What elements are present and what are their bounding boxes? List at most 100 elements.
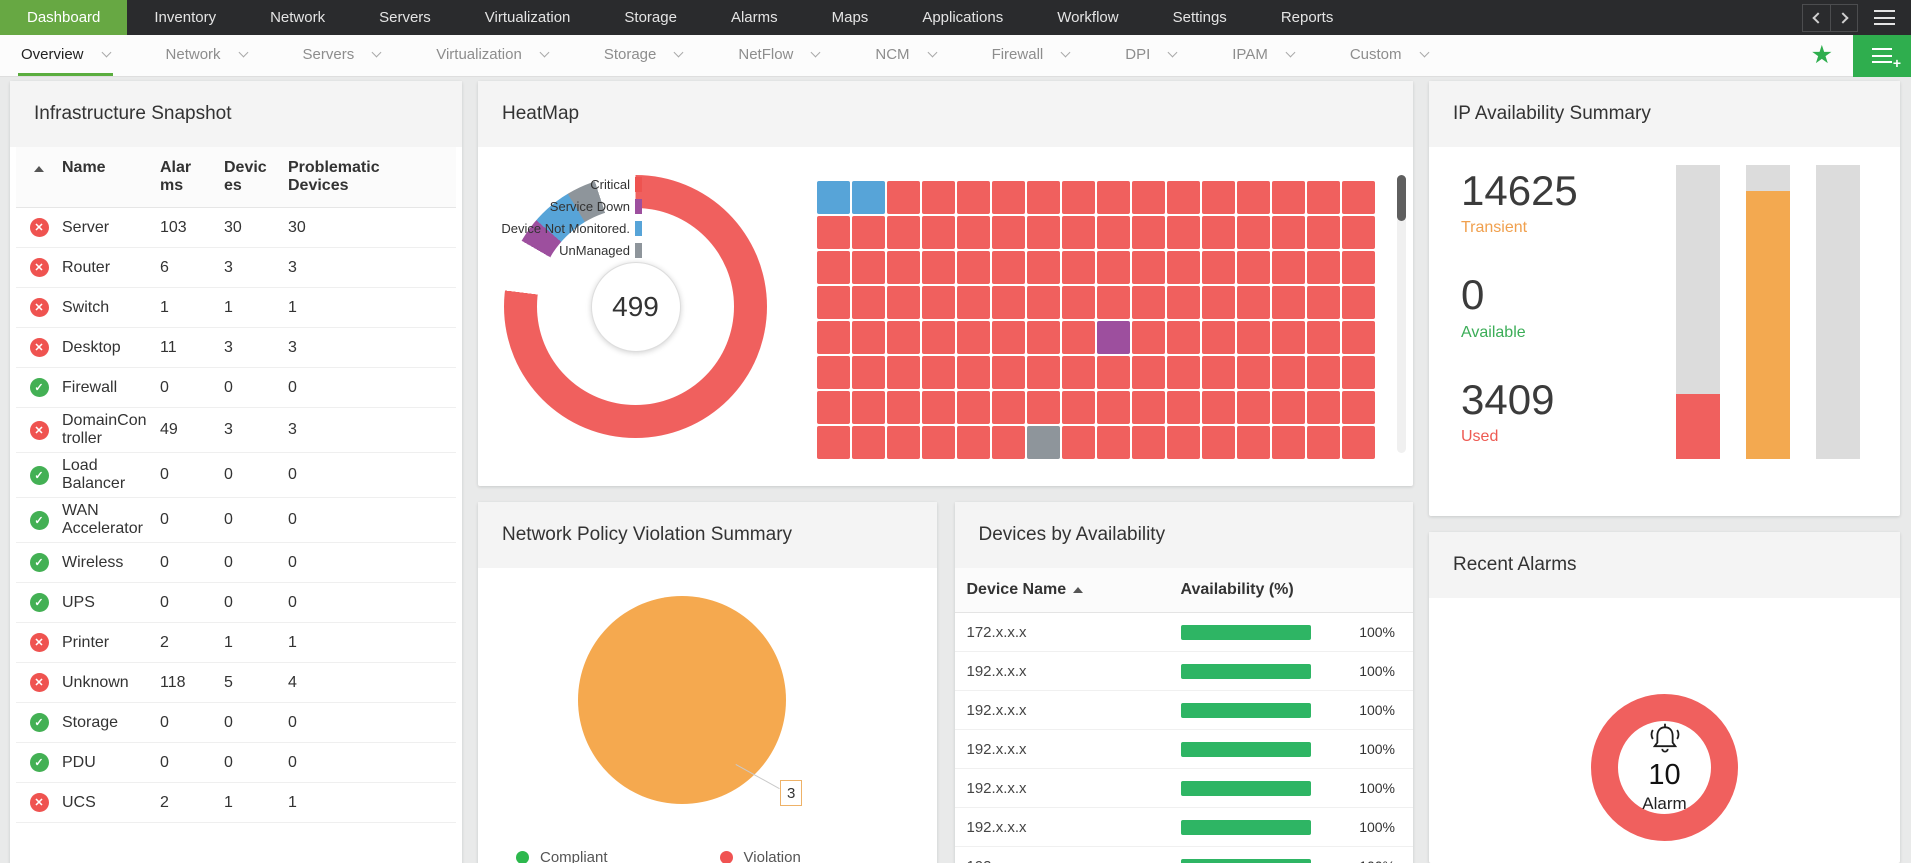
problematic-devices-count[interactable]: 0 xyxy=(288,378,297,396)
problematic-devices-count[interactable]: 0 xyxy=(288,593,297,611)
table-row[interactable]: ✓ UPS 0 0 0 xyxy=(16,583,456,623)
problematic-devices-count[interactable]: 3 xyxy=(288,338,297,356)
nav-item-inventory[interactable]: Inventory xyxy=(154,9,217,26)
alarms-count[interactable]: 118 xyxy=(160,673,186,691)
alarms-count[interactable]: 0 xyxy=(160,753,169,771)
column-header-problematic-devices[interactable]: Problematic Devices xyxy=(288,159,380,194)
nav-item-applications[interactable]: Applications xyxy=(922,9,1004,26)
heatmap-cell-critical[interactable] xyxy=(1307,251,1340,284)
heatmap-cell-critical[interactable] xyxy=(1272,216,1305,249)
alarms-count[interactable]: 2 xyxy=(160,633,169,651)
heatmap-cell-critical[interactable] xyxy=(817,426,850,459)
heatmap-cell-critical[interactable] xyxy=(1307,356,1340,389)
heatmap-cell-critical[interactable] xyxy=(1307,321,1340,354)
table-row[interactable]: ✓ PDU 0 0 0 xyxy=(16,743,456,783)
table-row[interactable]: 192.x.x.x 100% xyxy=(954,730,1413,769)
device-name[interactable]: 192.x.x.x xyxy=(966,740,1027,758)
dashboard-tab-virtualization[interactable]: Virtualization xyxy=(433,35,551,76)
heatmap-cell-critical[interactable] xyxy=(887,391,920,424)
dashboard-tab-overview[interactable]: Overview xyxy=(18,35,113,76)
heatmap-cell-critical[interactable] xyxy=(1342,216,1375,249)
device-name[interactable]: 192.x.x.x xyxy=(966,662,1027,680)
heatmap-cell-critical[interactable] xyxy=(1202,426,1235,459)
alarms-count[interactable]: 6 xyxy=(160,258,169,276)
heatmap-cell-critical[interactable] xyxy=(922,251,955,284)
alarms-count[interactable]: 2 xyxy=(160,793,169,811)
heatmap-cell-critical[interactable] xyxy=(1272,321,1305,354)
heatmap-cell-critical[interactable] xyxy=(1202,216,1235,249)
devices-count[interactable]: 1 xyxy=(224,633,233,651)
heatmap-cell-unmanaged[interactable] xyxy=(1027,426,1060,459)
heatmap-cell-critical[interactable] xyxy=(852,426,885,459)
device-name[interactable]: 192.x.x.x xyxy=(966,701,1027,719)
problematic-devices-count[interactable]: 1 xyxy=(288,298,297,316)
column-header-device-name[interactable]: Device Name xyxy=(966,581,1067,598)
heatmap-cell-critical[interactable] xyxy=(1027,216,1060,249)
heatmap-cell-critical[interactable] xyxy=(957,356,990,389)
table-row[interactable]: ✕ Router 6 3 3 xyxy=(16,248,456,288)
heatmap-cell-critical[interactable] xyxy=(1342,426,1375,459)
nav-next-button[interactable] xyxy=(1830,4,1857,31)
heatmap-cell-critical[interactable] xyxy=(1062,356,1095,389)
heatmap-cell-critical[interactable] xyxy=(852,356,885,389)
table-row[interactable]: ✓ Storage 0 0 0 xyxy=(16,703,456,743)
nav-item-reports[interactable]: Reports xyxy=(1280,9,1334,26)
heatmap-cell-critical[interactable] xyxy=(1062,251,1095,284)
nav-item-maps[interactable]: Maps xyxy=(831,9,869,26)
heatmap-cell-critical[interactable] xyxy=(887,286,920,319)
heatmap-cell-critical[interactable] xyxy=(852,251,885,284)
heatmap-cell-critical[interactable] xyxy=(1342,391,1375,424)
heatmap-cell-critical[interactable] xyxy=(1237,356,1270,389)
problematic-devices-count[interactable]: 0 xyxy=(288,753,297,771)
heatmap-cell-critical[interactable] xyxy=(887,181,920,214)
problematic-devices-count[interactable]: 1 xyxy=(288,633,297,651)
heatmap-cell-critical[interactable] xyxy=(887,426,920,459)
table-row[interactable]: 172.x.x.x 100% xyxy=(954,613,1413,652)
heatmap-cell-critical[interactable] xyxy=(817,286,850,319)
table-row[interactable]: 192.x.x.x 100% xyxy=(954,769,1413,808)
alarms-count[interactable]: 0 xyxy=(160,593,169,611)
devices-count[interactable]: 1 xyxy=(224,793,233,811)
nav-item-dashboard[interactable]: Dashboard xyxy=(0,0,128,35)
heatmap-cell-critical[interactable] xyxy=(1132,251,1165,284)
heatmap-cell-critical[interactable] xyxy=(1307,391,1340,424)
heatmap-cell-critical[interactable] xyxy=(1202,251,1235,284)
nav-item-storage[interactable]: Storage xyxy=(624,9,677,26)
device-name[interactable]: 192.x.x.x xyxy=(967,858,1181,863)
heatmap-cell-critical[interactable] xyxy=(1097,356,1130,389)
problematic-devices-count[interactable]: 4 xyxy=(288,673,297,691)
alarm-ring-chart[interactable]: 10 Alarm xyxy=(1591,694,1738,841)
heatmap-cell-critical[interactable] xyxy=(1272,356,1305,389)
heatmap-cell-critical[interactable] xyxy=(1027,321,1060,354)
heatmap-cell-critical[interactable] xyxy=(1342,321,1375,354)
heatmap-cell-critical[interactable] xyxy=(817,391,850,424)
dashboard-tab-custom[interactable]: Custom xyxy=(1347,35,1431,76)
heatmap-cell-critical[interactable] xyxy=(1097,181,1130,214)
dashboard-tab-servers[interactable]: Servers xyxy=(300,35,384,76)
heatmap-cell-critical[interactable] xyxy=(1062,286,1095,319)
nav-item-alarms[interactable]: Alarms xyxy=(730,9,778,26)
alarms-count[interactable]: 0 xyxy=(160,511,169,528)
nav-item-network[interactable]: Network xyxy=(270,9,326,26)
heatmap-cell-critical[interactable] xyxy=(1342,251,1375,284)
nav-item-servers[interactable]: Servers xyxy=(379,9,431,26)
heatmap-cell-critical[interactable] xyxy=(1307,426,1340,459)
heatmap-cell-critical[interactable] xyxy=(1167,356,1200,389)
table-row[interactable]: ✕ UCS 2 1 1 xyxy=(16,783,456,823)
table-row[interactable]: ✕ Desktop 11 3 3 xyxy=(16,328,456,368)
devices-count[interactable]: 0 xyxy=(224,753,233,771)
problematic-devices-count[interactable]: 3 xyxy=(288,258,297,276)
heatmap-cell-critical[interactable] xyxy=(1062,321,1095,354)
heatmap-cell-critical[interactable] xyxy=(817,251,850,284)
heatmap-cell-critical[interactable] xyxy=(957,251,990,284)
column-header-alarms[interactable]: Alarms xyxy=(160,159,192,194)
dashboard-tab-network[interactable]: Network xyxy=(163,35,250,76)
heatmap-cell-critical[interactable] xyxy=(992,251,1025,284)
heatmap-cell-critical[interactable] xyxy=(1027,286,1060,319)
sort-icon[interactable] xyxy=(1073,587,1084,593)
scrollbar-thumb[interactable] xyxy=(1397,175,1406,221)
dashboard-tab-ncm[interactable]: NCM xyxy=(872,35,938,76)
devices-count[interactable]: 3 xyxy=(224,338,233,356)
alarms-count[interactable]: 0 xyxy=(160,378,169,396)
heatmap-cell-critical[interactable] xyxy=(992,286,1025,319)
